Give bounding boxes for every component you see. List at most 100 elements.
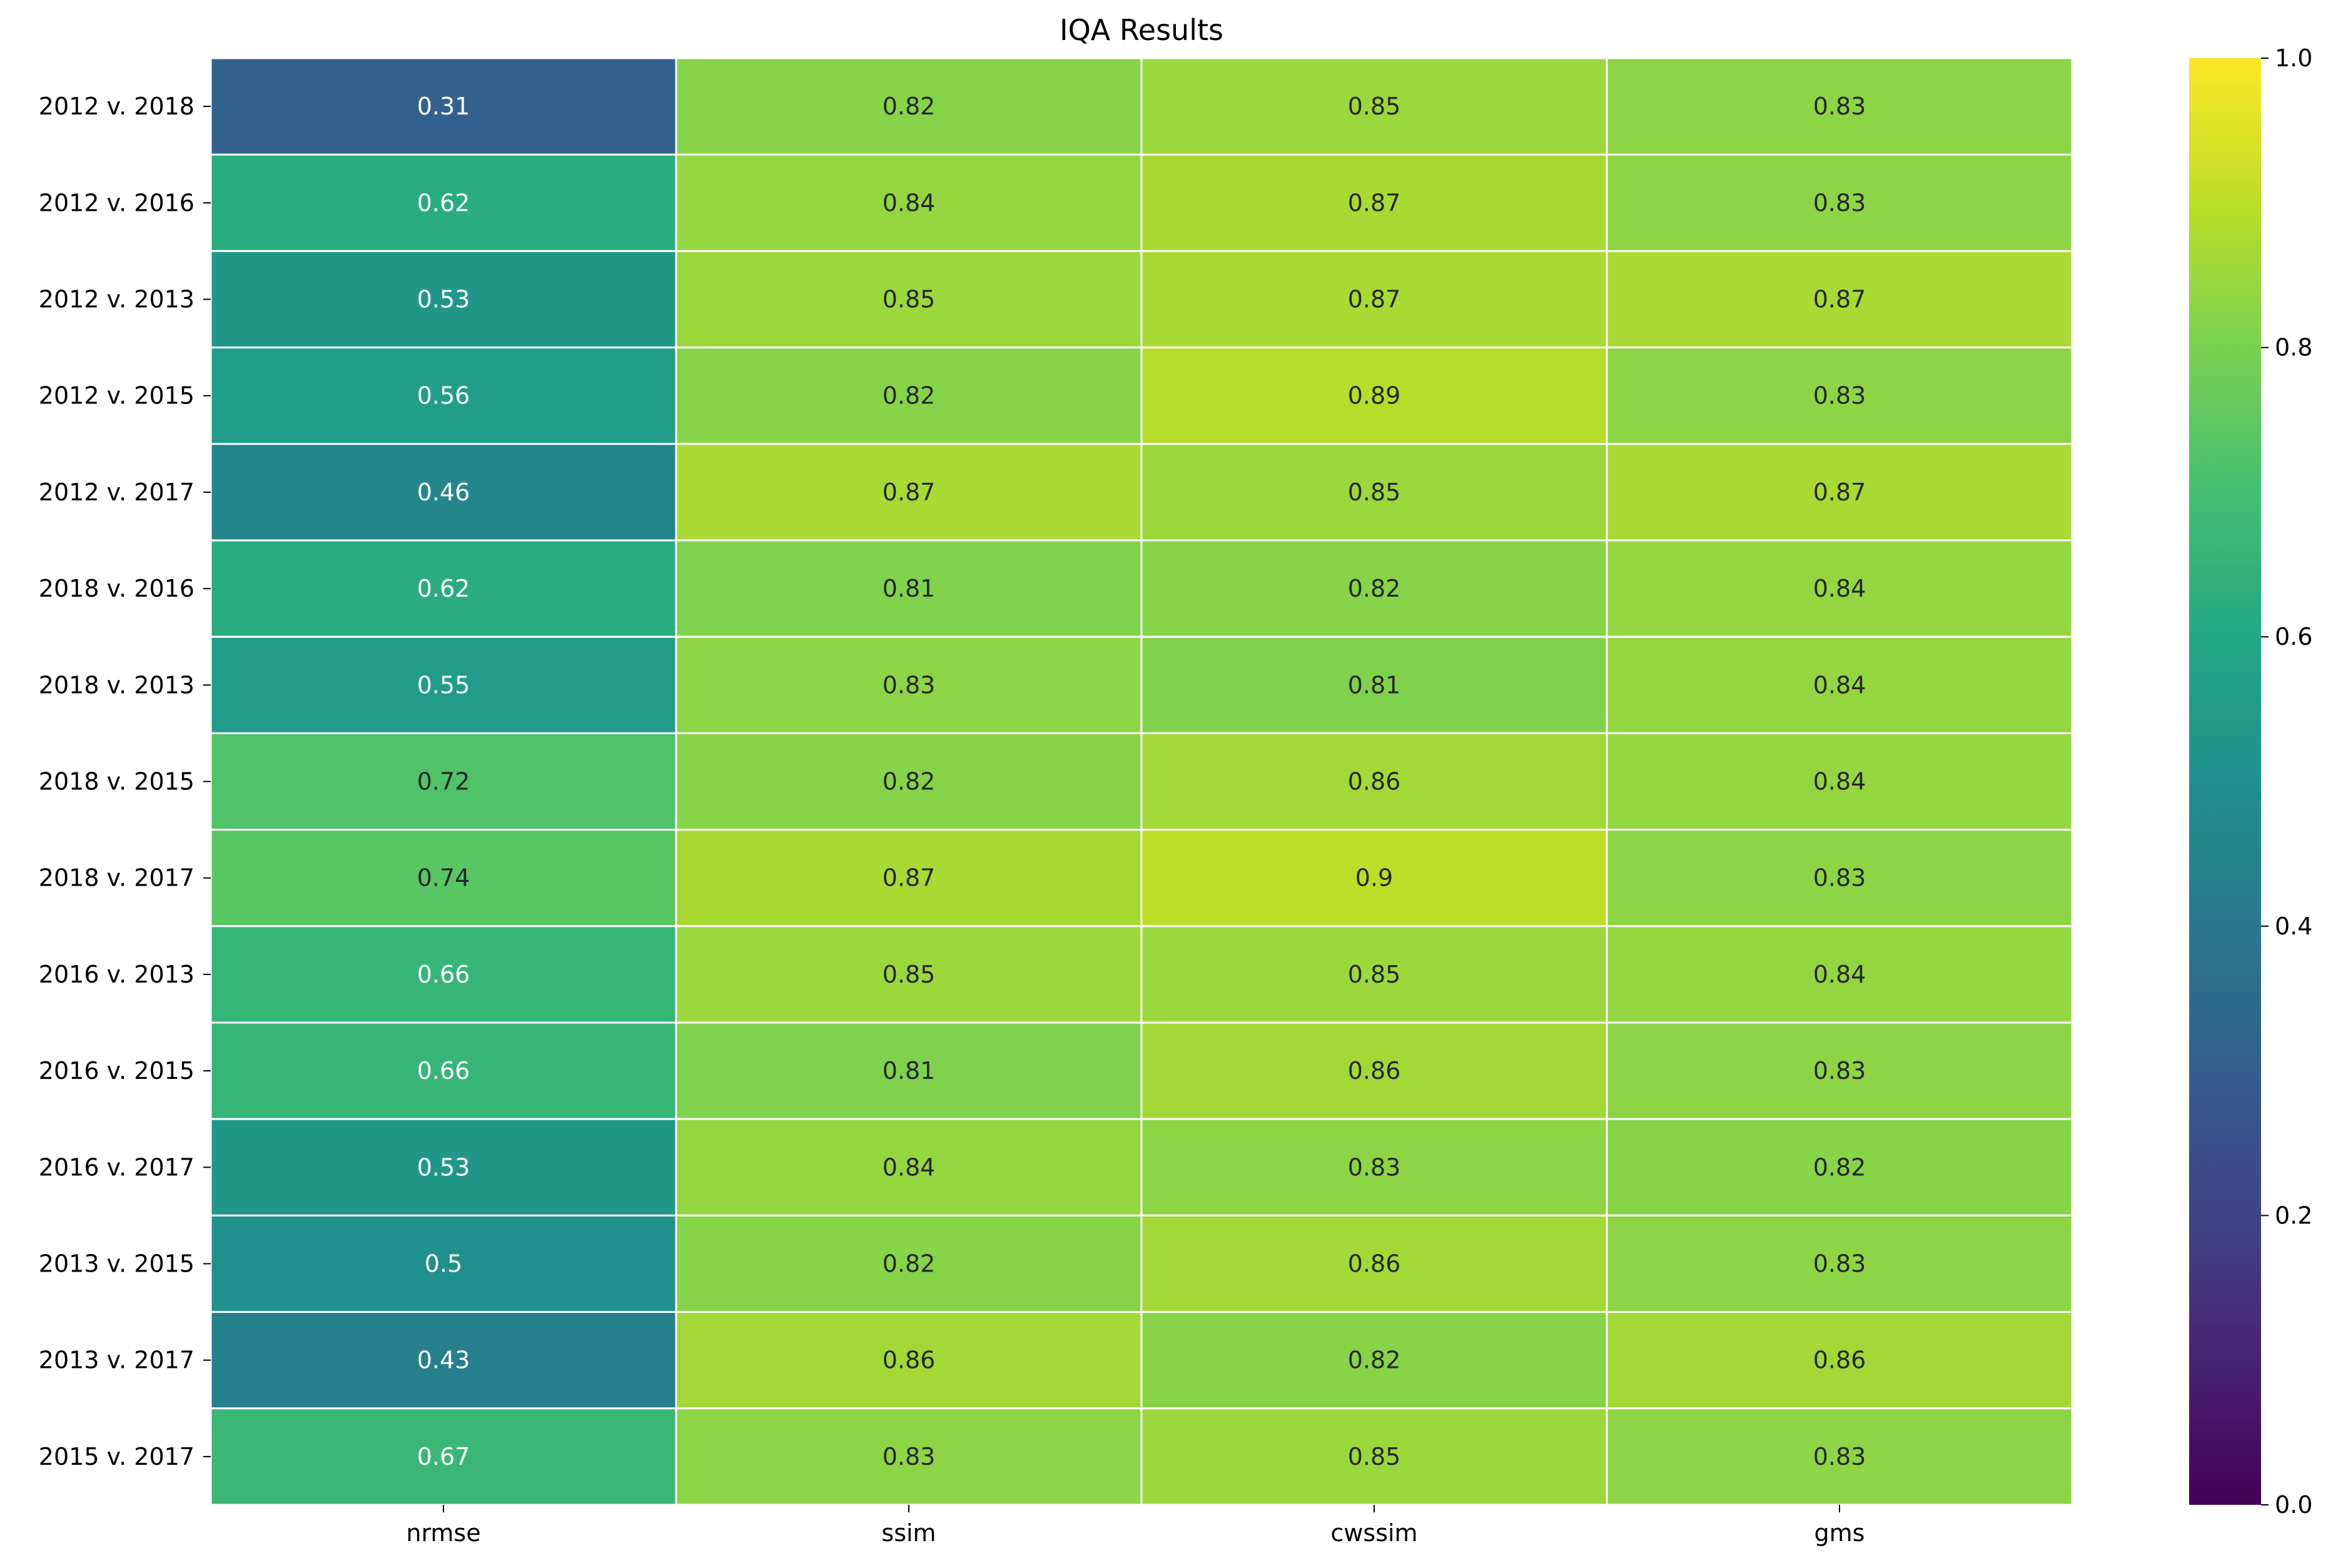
heatmap-cell bbox=[1606, 829, 2073, 928]
cell-value-label: 0.83 bbox=[1813, 1443, 1866, 1470]
heatmap-cell bbox=[210, 635, 677, 734]
cell-value-label: 0.84 bbox=[1813, 961, 1866, 988]
cell-value-label: 0.84 bbox=[883, 1153, 936, 1181]
cell-value-label: 0.84 bbox=[1813, 575, 1866, 602]
heatmap-cell bbox=[1606, 443, 2073, 542]
cell-value-label: 0.84 bbox=[1813, 768, 1866, 796]
cell-value-label: 0.85 bbox=[1348, 478, 1401, 506]
y-tick-label: 2016 v. 2017 bbox=[39, 1153, 195, 1181]
cell-value-label: 0.81 bbox=[883, 575, 936, 602]
heatmap-cell bbox=[210, 1118, 677, 1216]
y-tick-label: 2012 v. 2018 bbox=[39, 93, 195, 120]
cell-value-label: 0.82 bbox=[1348, 575, 1401, 602]
heatmap-cell bbox=[675, 250, 1143, 349]
colorbar-tick-label: 0.8 bbox=[2275, 334, 2312, 362]
colorbar-tick-label: 0.0 bbox=[2275, 1491, 2312, 1519]
cell-value-label: 0.62 bbox=[417, 189, 470, 216]
cell-value-label: 0.83 bbox=[1813, 1250, 1866, 1278]
heatmap-cell bbox=[675, 539, 1143, 638]
heatmap-cell bbox=[210, 732, 677, 831]
heatmap-cell bbox=[1140, 539, 1608, 638]
y-tick-label: 2018 v. 2017 bbox=[39, 864, 195, 892]
heatmap-cell bbox=[210, 57, 677, 156]
heatmap-cell bbox=[675, 153, 1143, 252]
colorbar-tick-label: 0.4 bbox=[2275, 913, 2312, 940]
cell-value-label: 0.87 bbox=[1348, 286, 1401, 313]
heatmap-cell bbox=[210, 925, 677, 1024]
cell-value-label: 0.74 bbox=[417, 864, 470, 892]
chart-title: IQA Results bbox=[1060, 13, 1223, 47]
y-tick-label: 2015 v. 2017 bbox=[39, 1443, 195, 1470]
cell-value-label: 0.84 bbox=[883, 189, 936, 216]
cell-value-label: 0.86 bbox=[1348, 1057, 1401, 1085]
y-axis: 2012 v. 2018 2012 v. 2016 2012 v. 2013 2012… bbox=[39, 93, 211, 1470]
cell-value-label: 0.84 bbox=[1813, 671, 1866, 699]
cell-value-label: 0.53 bbox=[417, 1153, 470, 1181]
cell-value-label: 0.53 bbox=[417, 286, 470, 313]
heatmap-cells bbox=[210, 57, 2073, 1506]
colorbar-tick-label: 0.6 bbox=[2275, 623, 2312, 650]
cell-value-label: 0.83 bbox=[1813, 1057, 1866, 1085]
colorbar-tick-label: 0.2 bbox=[2275, 1201, 2312, 1229]
cell-value-label: 0.83 bbox=[1813, 382, 1866, 410]
cell-value-label: 0.66 bbox=[417, 961, 470, 988]
heatmap-cell bbox=[210, 346, 677, 445]
cell-value-label: 0.87 bbox=[1348, 189, 1401, 216]
heatmap-cell bbox=[1606, 57, 2073, 156]
cell-value-label: 0.89 bbox=[1348, 382, 1401, 410]
cell-value-label: 0.83 bbox=[883, 1443, 936, 1470]
colorbar-tick-label: 1.0 bbox=[2275, 44, 2312, 72]
heatmap-cell bbox=[1606, 346, 2073, 445]
cell-value-label: 0.83 bbox=[1813, 189, 1866, 216]
cell-value-label: 0.87 bbox=[883, 864, 936, 892]
x-tick-label: gms bbox=[1814, 1519, 1865, 1547]
y-tick-label: 2018 v. 2013 bbox=[39, 671, 195, 699]
cell-value-label: 0.66 bbox=[417, 1057, 470, 1085]
cell-value-label: 0.82 bbox=[883, 1250, 936, 1278]
cell-value-label: 0.86 bbox=[1348, 1250, 1401, 1278]
heatmap-cell bbox=[210, 1214, 677, 1313]
cell-value-label: 0.87 bbox=[883, 478, 936, 506]
y-tick-label: 2013 v. 2017 bbox=[39, 1347, 195, 1374]
cell-value-label: 0.83 bbox=[1813, 93, 1866, 120]
cell-value-label: 0.43 bbox=[417, 1347, 470, 1374]
heatmap-cell bbox=[1140, 1118, 1608, 1216]
heatmap-cell bbox=[1140, 635, 1608, 734]
x-tick-label: ssim bbox=[881, 1519, 936, 1547]
heatmap-cell bbox=[1140, 57, 1608, 156]
cell-value-label: 0.46 bbox=[417, 478, 470, 506]
heatmap-cell bbox=[210, 153, 677, 252]
cell-value-label: 0.85 bbox=[1348, 961, 1401, 988]
y-tick-label: 2013 v. 2015 bbox=[39, 1250, 195, 1278]
y-tick-label: 2012 v. 2017 bbox=[39, 478, 195, 506]
heatmap-cell bbox=[1606, 1118, 2073, 1216]
x-axis: nrmse ssim cwssim gms bbox=[406, 1505, 1865, 1547]
heatmap-cell bbox=[675, 1214, 1143, 1313]
heatmap-cell bbox=[1606, 1311, 2073, 1410]
heatmap-cell bbox=[1140, 829, 1608, 928]
cell-value-label: 0.85 bbox=[883, 961, 936, 988]
y-tick-label: 2018 v. 2015 bbox=[39, 768, 195, 796]
cell-value-label: 0.81 bbox=[883, 1057, 936, 1085]
y-tick-label: 2012 v. 2015 bbox=[39, 382, 195, 410]
cell-value-label: 0.83 bbox=[1813, 864, 1866, 892]
y-tick-label: 2018 v. 2016 bbox=[39, 575, 195, 602]
cell-value-label: 0.86 bbox=[883, 1347, 936, 1374]
heatmap-cell bbox=[675, 1021, 1143, 1120]
heatmap-cell bbox=[1140, 1214, 1608, 1313]
x-tick-label: nrmse bbox=[406, 1519, 480, 1547]
heatmap-cell bbox=[675, 1118, 1143, 1216]
cell-value-label: 0.31 bbox=[417, 93, 470, 120]
y-tick-label: 2012 v. 2016 bbox=[39, 189, 195, 216]
cell-value-label: 0.87 bbox=[1813, 286, 1866, 313]
heatmap-cell bbox=[210, 539, 677, 638]
cell-value-label: 0.86 bbox=[1813, 1347, 1866, 1374]
colorbar-gradient bbox=[2189, 58, 2261, 1505]
cell-value-label: 0.86 bbox=[1348, 768, 1401, 796]
cell-value-label: 0.81 bbox=[1348, 671, 1401, 699]
cell-value-label: 0.67 bbox=[417, 1443, 470, 1470]
x-tick-label: cwssim bbox=[1330, 1519, 1417, 1547]
heatmap-cell bbox=[1140, 925, 1608, 1024]
